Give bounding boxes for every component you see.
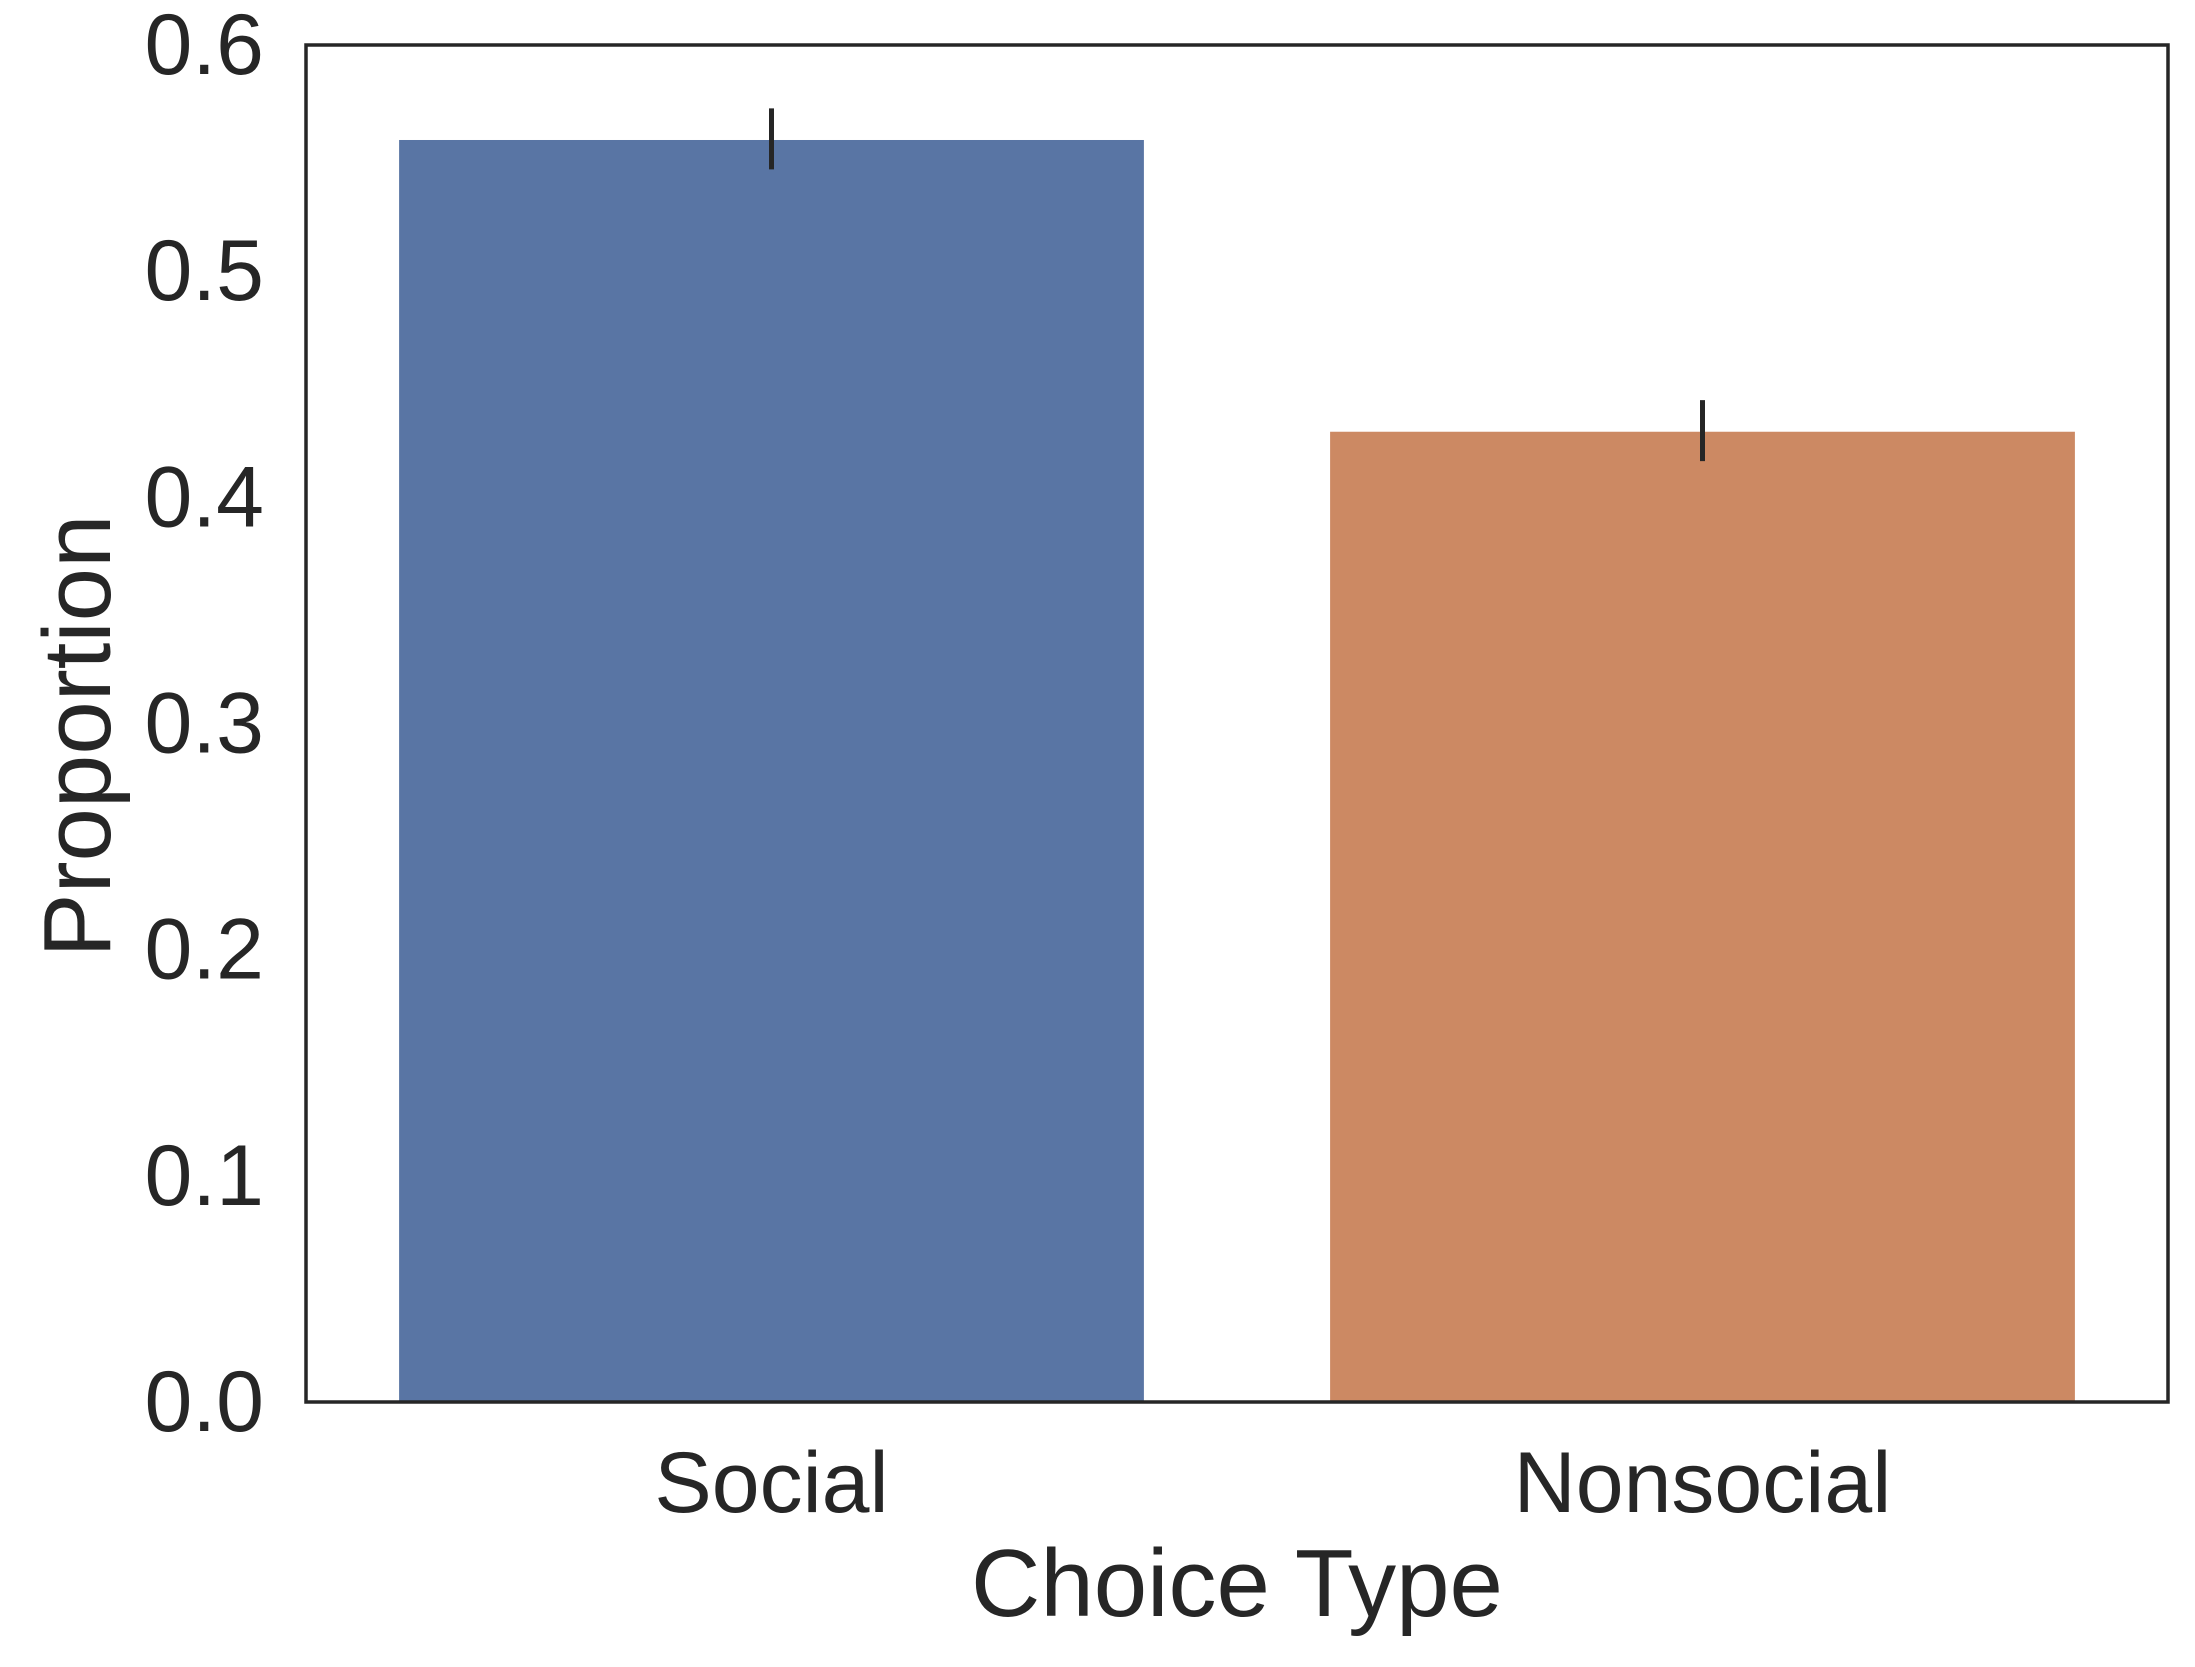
y-tick-label: 0.4 [144, 449, 264, 545]
x-axis-label: Choice Type [971, 1530, 1503, 1637]
y-tick-labels: 0.0 0.1 0.2 0.3 0.4 0.5 0.6 [144, 0, 264, 1450]
y-tick-label: 0.3 [144, 676, 264, 772]
x-tick-label-nonsocial: Nonsocial [1514, 1435, 1892, 1531]
y-tick-label: 0.0 [144, 1354, 264, 1450]
bars-group [399, 139, 2075, 1403]
y-tick-label: 0.1 [144, 1128, 264, 1224]
plot-frame [304, 43, 2170, 1404]
y-tick-label: 0.5 [144, 223, 264, 319]
error-bars-group [769, 108, 1705, 462]
x-tick-labels: Social Nonsocial [654, 1435, 1891, 1531]
y-tick-label: 0.2 [144, 902, 264, 998]
y-axis-label: Proportion [24, 515, 131, 958]
bar-social [399, 139, 1144, 1403]
y-tick-label: 0.6 [144, 0, 264, 93]
x-tick-label-social: Social [654, 1435, 888, 1531]
bar-nonsocial [1330, 431, 2075, 1402]
